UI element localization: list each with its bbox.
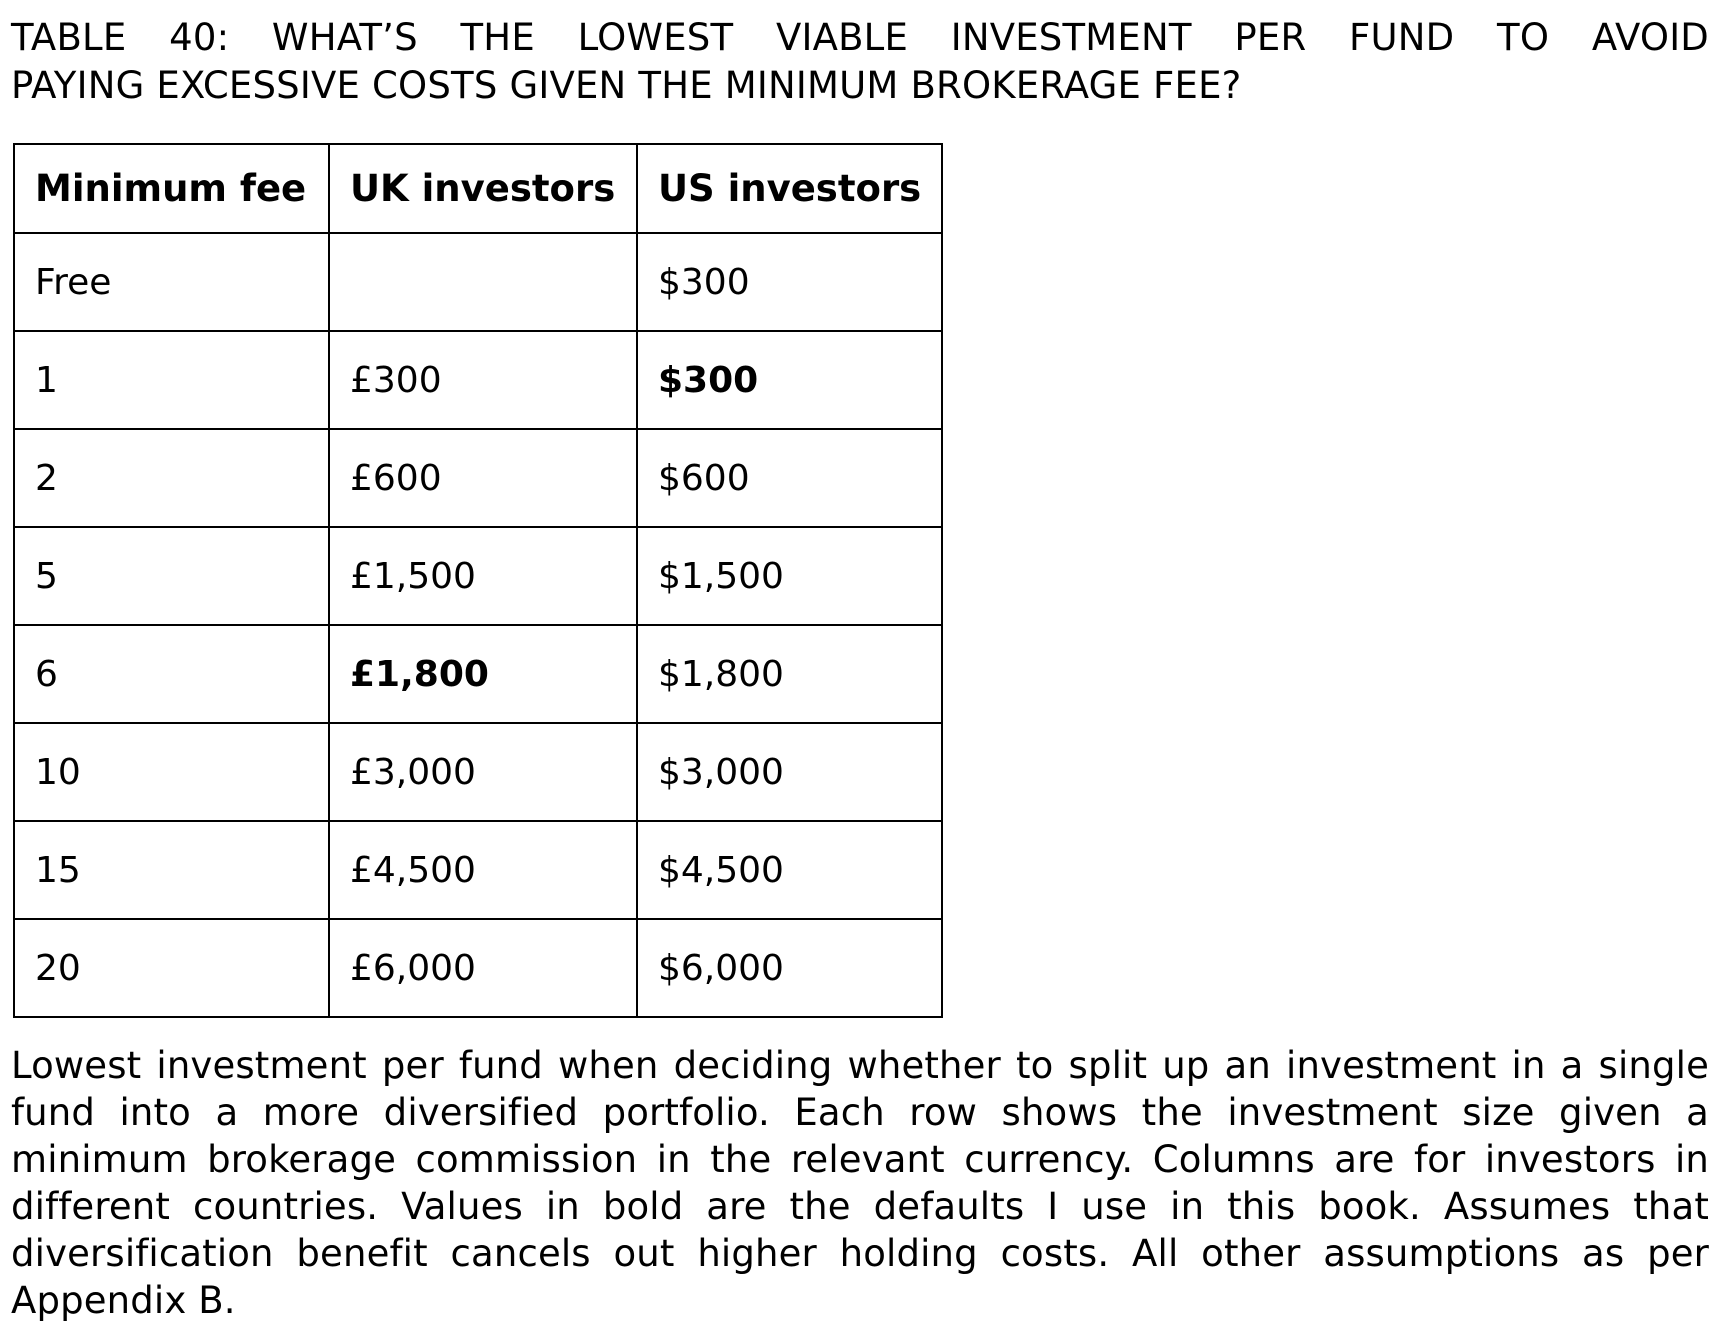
table-row: Free $300 bbox=[13, 232, 943, 332]
table-row: 5 £1,500 $1,500 bbox=[13, 526, 943, 626]
cell-minimum-fee: 20 bbox=[13, 918, 330, 1018]
table-note: Lowest investment per fund when deciding… bbox=[11, 1044, 1709, 1322]
cell-uk-investors bbox=[328, 232, 638, 332]
cell-uk-investors-default: £1,800 bbox=[328, 624, 638, 724]
cell-minimum-fee: 1 bbox=[13, 330, 330, 430]
cell-us-investors: $3,000 bbox=[636, 722, 943, 822]
table-caption-line-2: PAYING EXCESSIVE COSTS GIVEN THE MINIMUM… bbox=[11, 64, 1242, 107]
cell-us-investors-default: $300 bbox=[636, 330, 943, 430]
cell-minimum-fee: Free bbox=[13, 232, 330, 332]
cell-us-investors: $1,800 bbox=[636, 624, 943, 724]
cell-minimum-fee: 10 bbox=[13, 722, 330, 822]
cell-us-investors: $300 bbox=[636, 232, 943, 332]
cell-us-investors: $1,500 bbox=[636, 526, 943, 626]
table-row: 6 £1,800 $1,800 bbox=[13, 624, 943, 724]
cell-uk-investors: £300 bbox=[328, 330, 638, 430]
investment-table: Minimum fee UK investors US investors Fr… bbox=[13, 143, 943, 1018]
cell-uk-investors: £3,000 bbox=[328, 722, 638, 822]
cell-uk-investors: £600 bbox=[328, 428, 638, 528]
cell-minimum-fee: 2 bbox=[13, 428, 330, 528]
document-page: TABLE 40: WHAT’S THE LOWEST VIABLE INVES… bbox=[11, 14, 1709, 1324]
cell-uk-investors: £6,000 bbox=[328, 918, 638, 1018]
cell-minimum-fee: 5 bbox=[13, 526, 330, 626]
table-row: 10 £3,000 $3,000 bbox=[13, 722, 943, 822]
cell-us-investors: $600 bbox=[636, 428, 943, 528]
cell-us-investors: $4,500 bbox=[636, 820, 943, 920]
header-us-investors: US investors bbox=[636, 143, 943, 234]
table-row: 2 £600 $600 bbox=[13, 428, 943, 528]
cell-uk-investors: £4,500 bbox=[328, 820, 638, 920]
table-header-row: Minimum fee UK investors US investors bbox=[13, 143, 943, 234]
cell-us-investors: $6,000 bbox=[636, 918, 943, 1018]
cell-minimum-fee: 6 bbox=[13, 624, 330, 724]
table-row: 15 £4,500 $4,500 bbox=[13, 820, 943, 920]
table-caption-line-1: TABLE 40: WHAT’S THE LOWEST VIABLE INVES… bbox=[11, 16, 1709, 59]
table-row: 20 £6,000 $6,000 bbox=[13, 918, 943, 1018]
header-uk-investors: UK investors bbox=[328, 143, 638, 234]
cell-minimum-fee: 15 bbox=[13, 820, 330, 920]
table-caption-title: TABLE 40: WHAT’S THE LOWEST VIABLE INVES… bbox=[11, 14, 1709, 110]
header-minimum-fee: Minimum fee bbox=[13, 143, 330, 234]
cell-uk-investors: £1,500 bbox=[328, 526, 638, 626]
table-row: 1 £300 $300 bbox=[13, 330, 943, 430]
